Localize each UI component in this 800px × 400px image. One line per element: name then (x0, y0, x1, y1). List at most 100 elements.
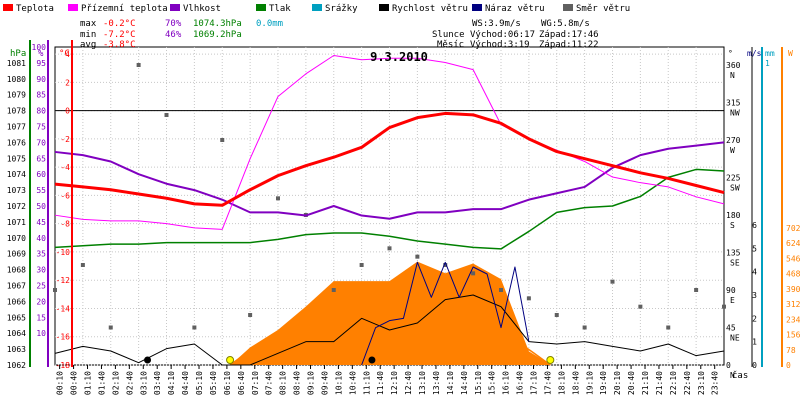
humidity-tick-label: 50 (36, 202, 46, 211)
x-tick-label: 01:40 (97, 371, 106, 395)
temperature-tick-label: -16 (56, 333, 71, 342)
temperature-tick-label: -12 (56, 276, 71, 285)
moonrise-marker (144, 356, 152, 364)
x-tick-label: 17:10 (530, 371, 539, 395)
pressure-tick-label: 1070 (7, 234, 26, 243)
moonset-marker (368, 356, 376, 364)
solar-tick-label: 78 (786, 346, 796, 355)
x-tick-label: 21:10 (641, 371, 650, 395)
humidity-tick-label: 35 (36, 250, 46, 259)
solar-tick-label: 0 (786, 361, 791, 370)
humidity-tick-label: 15 (36, 313, 46, 322)
moonrise-info: Východ:3:19 (470, 40, 530, 50)
x-tick-label: 03:10 (139, 371, 148, 395)
wind-direction-compass-label: S (730, 221, 735, 230)
legend-label: Přízemní teplota (81, 4, 168, 14)
legend-swatch (379, 4, 389, 11)
temperature-tick-label: 4 (65, 50, 70, 59)
stat-max-label: max (80, 19, 97, 29)
stat-min-hum: 46% (165, 30, 182, 40)
x-tick-label: 04:10 (167, 371, 176, 395)
wind-direction-compass-label: NE (730, 334, 740, 343)
x-tick-label: 12:40 (404, 371, 413, 395)
solar-layer (229, 261, 552, 366)
x-tick-label: 17:40 (543, 371, 552, 395)
wind-direction-point (53, 288, 57, 292)
axes-layer: hPa% °C1062106310641065106610671068106910… (7, 40, 800, 380)
x-tick-label: 19:40 (599, 371, 608, 395)
pressure-tick-label: 1063 (7, 345, 26, 354)
x-tick-label: 08:10 (279, 371, 288, 395)
legend-label: Směr větru (576, 4, 630, 14)
wind-direction-point (331, 288, 336, 292)
pressure-tick-label: 1073 (7, 186, 26, 195)
sun-label: Slunce (432, 30, 465, 40)
solar-theoretical-curve (229, 290, 551, 366)
wind-direction-compass-label: N (730, 371, 735, 380)
legend-swatch (170, 4, 180, 11)
x-tick-label: 07:40 (265, 371, 274, 395)
humidity-tick-label: 75 (36, 123, 46, 132)
wind-direction-degree-label: 135 (726, 249, 741, 258)
moon-label: Měsíc (437, 40, 464, 50)
x-tick-label: 02:40 (125, 371, 134, 395)
wind-direction-point (638, 304, 643, 309)
x-tick-label: 06:10 (223, 371, 232, 395)
wind-direction-point (610, 279, 615, 284)
wind-direction-degree-label: 270 (726, 136, 741, 145)
x-tick-label: 20:40 (627, 371, 636, 395)
wind-speed-tick-label: 2 (752, 314, 757, 323)
x-tick-label: 14:40 (460, 371, 469, 395)
stat-rain: 0.0mm (256, 19, 283, 29)
wind-direction-point (108, 325, 113, 330)
wind-direction-degree-label: 45 (726, 324, 736, 333)
stat-min-temp: -7.2°C (103, 30, 136, 40)
x-tick-label: 23:40 (711, 371, 720, 395)
wind-direction-point (415, 254, 420, 259)
temperature-tick-label: -8 (60, 220, 70, 229)
stat-max-temp: -0.2°C (103, 19, 136, 29)
x-tick-label: 03:40 (153, 371, 162, 395)
pressure-tick-label: 1065 (7, 313, 26, 322)
stat-avg-temp: -3.8°C (103, 40, 136, 50)
pressure-tick-label: 1062 (7, 361, 26, 370)
solar-tick-label: 390 (786, 285, 800, 294)
stat-max-hum: 70% (165, 19, 182, 29)
humidity-tick-label: 45 (36, 218, 46, 227)
humidity-line (54, 141, 725, 220)
legend-label: Srážky (325, 4, 358, 14)
pressure-tick-label: 1080 (7, 75, 26, 84)
x-tick-label: 08:40 (293, 371, 302, 395)
wind-direction-point (248, 313, 253, 317)
wind-direction-point (722, 304, 726, 309)
wind-direction-point (694, 288, 699, 292)
stat-min-label: min (80, 30, 96, 40)
legend-swatch (312, 4, 322, 11)
humidity-tick-label: 10 (36, 329, 46, 338)
x-tick-label: 07:10 (251, 371, 260, 395)
humidity-tick-label: 100 (32, 43, 47, 52)
pressure-tick-label: 1071 (7, 218, 26, 227)
pressure-tick-label: 1075 (7, 154, 26, 163)
temperature-tick-label: -10 (56, 248, 71, 257)
solar-tick-label: 624 (786, 239, 800, 248)
temperature-tick-label: -2 (60, 135, 70, 144)
wind-direction-point (220, 138, 225, 142)
x-tick-label: 09:10 (307, 371, 316, 395)
x-tick-label: 13:40 (432, 371, 441, 395)
solar-tick-label: 234 (786, 315, 800, 324)
sun-moon-markers (144, 356, 555, 364)
wind-direction-compass-label: SW (730, 184, 740, 193)
pressure-tick-label: 1066 (7, 297, 26, 306)
temperature-tick-label: -18 (56, 361, 71, 370)
legend-label: Náraz větru (485, 4, 545, 14)
sunset-marker (546, 356, 555, 364)
x-tick-label: 13:10 (418, 371, 427, 395)
right-axis-unit: W (788, 49, 793, 58)
x-tick-label: 20:10 (613, 371, 622, 395)
wind-direction-degree-label: 180 (726, 211, 741, 220)
pressure-tick-label: 1068 (7, 266, 26, 275)
temperature-tick-label: 2 (65, 78, 70, 87)
right-axis-unit: ° (728, 49, 733, 58)
pressure-tick-label: 1064 (7, 329, 26, 338)
